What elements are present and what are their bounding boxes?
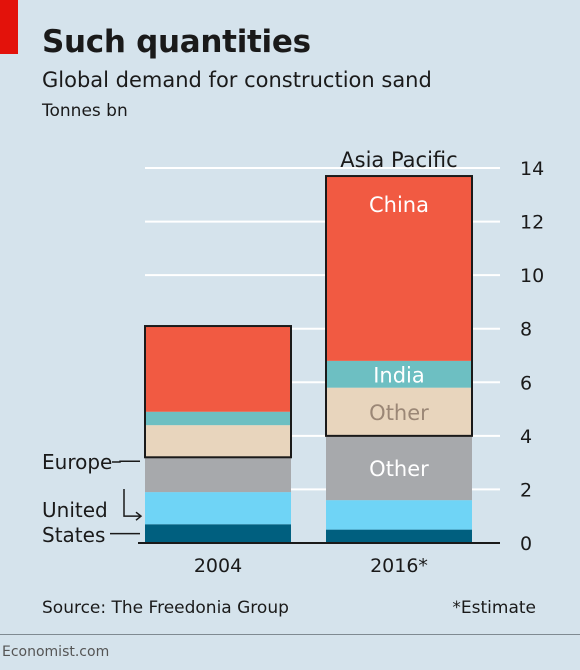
y-tick-label: 12: [520, 212, 544, 234]
y-tick-label: 4: [520, 426, 532, 448]
chart-title: Such quantities: [42, 24, 311, 60]
in-bar-label-europe: Other: [369, 457, 429, 481]
legend-label-united: United: [42, 498, 108, 522]
bar-segment-united_states: [145, 492, 291, 525]
bar-segment-asia_other: [326, 387, 472, 436]
legend-label-states: States: [42, 523, 105, 547]
y-tick-label: 8: [520, 319, 532, 341]
bar-segment-china: [326, 176, 472, 361]
leader-arrow-united-states: [135, 511, 143, 521]
bar-segment-rest: [145, 524, 291, 543]
legend-label-europe: Europe: [42, 450, 112, 474]
x-tick-label: 2004: [194, 555, 242, 577]
in-bar-label-asia_other: Other: [369, 401, 429, 425]
in-bar-label-china: China: [369, 193, 429, 217]
asia-pacific-outline: [325, 175, 473, 437]
y-tick-label: 0: [520, 533, 532, 555]
estimate-footnote: *Estimate: [452, 598, 536, 618]
bar-segment-asia_other: [145, 425, 291, 458]
bar-segment-china: [145, 326, 291, 412]
y-tick-label: 14: [520, 158, 544, 180]
x-tick-label: 2016*: [370, 555, 428, 577]
bar-segment-united_states: [326, 500, 472, 530]
bar-segment-europe: [145, 457, 291, 493]
brand-divider: [0, 634, 580, 635]
stacked-bar-chart: 0 2 4 6 8 10 12 14 Asia Pacific China India Other Ot…: [42, 148, 544, 577]
source-note: Source: The Freedonia Group: [42, 598, 289, 618]
bar-segment-india: [326, 360, 472, 388]
asia-pacific-outline: [144, 325, 292, 459]
chart-subtitle: Global demand for construction sand: [42, 68, 432, 92]
bar-segment-rest: [326, 529, 472, 543]
leader-line-europe: [112, 460, 140, 463]
bar-segment-india: [145, 411, 291, 426]
y-tick-label: 10: [520, 265, 544, 287]
in-bar-label-india: India: [373, 363, 425, 387]
bar-segment-europe: [326, 435, 472, 501]
leader-line-united-states: [123, 489, 140, 517]
y-tick-label: 6: [520, 372, 532, 394]
brand-credit: Economist.com: [2, 644, 110, 660]
y-tick-label: 2: [520, 479, 532, 501]
asia-pacific-label: Asia Pacific: [340, 148, 457, 172]
unit-label: Tonnes bn: [42, 101, 128, 121]
red-tag-logo: [0, 0, 18, 54]
